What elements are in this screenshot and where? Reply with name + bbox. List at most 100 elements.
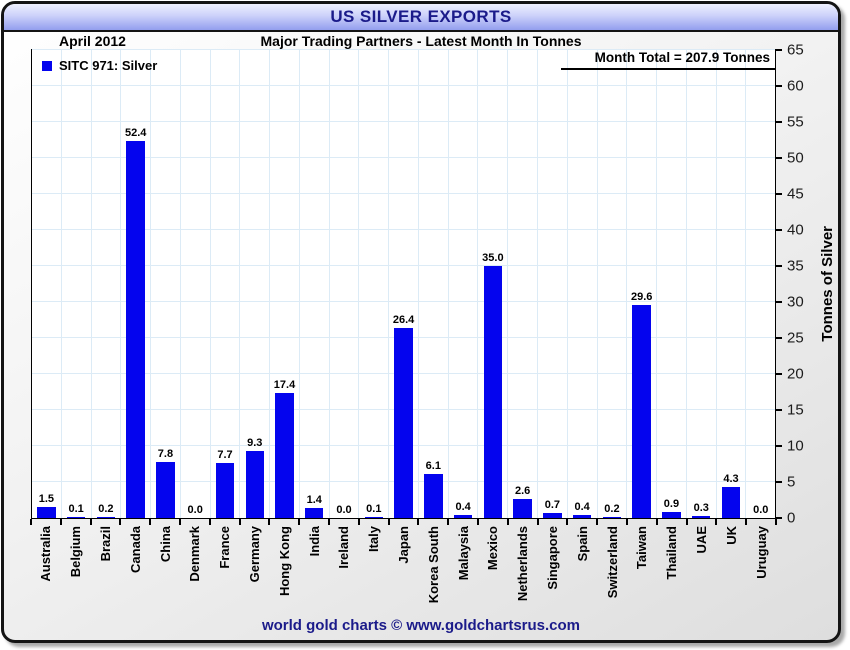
x-tick-label: Ireland <box>336 526 352 569</box>
x-tick-label: Belgium <box>68 526 84 578</box>
bar-canada <box>126 140 145 518</box>
x-tick-label: Japan <box>395 526 411 564</box>
x-tick-label: Denmark <box>187 526 203 582</box>
legend-label: SITC 971: Silver <box>59 58 158 73</box>
chart-title: US SILVER EXPORTS <box>330 7 512 26</box>
x-tick-label: Hong Kong <box>276 526 292 597</box>
x-tick-label: Switzerland <box>604 526 620 599</box>
x-tick-mark <box>357 519 360 525</box>
bar-value-label: 7.8 <box>157 447 174 460</box>
bar-slot: 0.0 <box>746 50 775 518</box>
x-label-cell: Spain <box>567 526 597 561</box>
x-tick-mark <box>328 519 330 525</box>
bar-slot: 1.5 <box>32 50 62 518</box>
y-tick-label: 25 <box>787 329 804 347</box>
month-total-annotation: Month Total = 207.9 Tonnes <box>561 50 775 70</box>
y-tick-mark <box>776 409 782 411</box>
x-tick-mark <box>745 519 748 525</box>
x-tick-label: France <box>217 526 233 569</box>
bar-slot: 0.0 <box>181 50 211 518</box>
bar-slot: 0.1 <box>359 50 390 518</box>
bar-value-label: 9.3 <box>247 437 263 450</box>
y-tick-label: 5 <box>787 473 796 491</box>
chart-subtitle: Major Trading Partners - Latest Month In… <box>260 33 582 49</box>
y-tick-label: 35 <box>787 257 804 275</box>
bar-slot: 0.1 <box>62 50 92 518</box>
x-tick-label: Malaysia <box>455 526 471 581</box>
bar-slot: 4.3 <box>717 50 747 518</box>
x-tick-label: UAE <box>693 526 709 554</box>
y-tick-label: 0 <box>787 509 796 527</box>
x-label-cell: Hong Kong <box>269 526 299 596</box>
bar-slot: 7.8 <box>151 50 181 518</box>
x-label-cell: Taiwan <box>627 526 657 569</box>
gridline <box>32 85 775 86</box>
y-tick-label: 20 <box>787 365 804 383</box>
y-tick-mark <box>776 481 782 483</box>
bar-value-label: 26.4 <box>392 313 415 326</box>
bar-singapore <box>543 512 562 518</box>
x-tick-mark <box>387 519 390 525</box>
bar-slot: 2.6 <box>508 50 539 518</box>
y-tick-mark <box>776 301 782 303</box>
bar-slot: 7.7 <box>211 50 241 518</box>
chart-window: US SILVER EXPORTS April 2012 Major Tradi… <box>1 1 841 643</box>
gridline <box>32 157 775 158</box>
x-label-cell: Denmark <box>180 526 210 582</box>
x-tick-label: Brazil <box>97 526 113 562</box>
bar-value-label: 0.2 <box>98 502 114 515</box>
y-tick-mark <box>776 85 782 87</box>
bar-uae <box>692 515 711 518</box>
x-axis-ticks <box>30 519 777 525</box>
y-tick-mark <box>776 49 782 51</box>
x-tick-mark <box>447 519 450 525</box>
x-tick-mark <box>655 519 658 525</box>
bar-slot: 0.4 <box>568 50 598 518</box>
footer-credit: world gold charts © www.goldchartsrus.co… <box>261 617 581 634</box>
bar-value-label: 0.0 <box>753 504 769 516</box>
bar-value-label: 1.4 <box>306 493 322 506</box>
y-tick-mark <box>776 121 782 123</box>
x-tick-label: Taiwan <box>634 526 650 570</box>
plot-area: 1.5 0.1 0.2 52.4 7.8 0.0 7.7 9.3 17.4 1.4 0.0 0.1 26… <box>31 49 776 519</box>
y-tick-mark <box>776 373 782 375</box>
x-label-cell: UK <box>716 526 746 545</box>
bar-value-label: 0.2 <box>604 502 620 515</box>
bar-slot: 35.0 <box>478 50 509 518</box>
bar-france <box>215 462 235 518</box>
x-tick-label: Singapore <box>544 526 560 590</box>
bar-taiwan <box>632 304 651 518</box>
bar-malaysia <box>453 515 473 518</box>
bar-china <box>156 461 175 518</box>
x-label-cell: Brazil <box>91 526 121 561</box>
bar-india <box>305 507 324 518</box>
x-axis-labels: Australia Belgium Brazil Canada China Denmark… <box>31 526 776 618</box>
x-tick-mark <box>775 519 777 525</box>
x-tick-mark <box>417 519 420 525</box>
x-tick-mark <box>179 519 181 525</box>
x-label-cell: UAE <box>687 526 717 553</box>
x-tick-mark <box>59 519 62 525</box>
bar-australia <box>37 507 56 518</box>
bar-value-label: 0.1 <box>68 502 84 515</box>
x-label-cell: Japan <box>389 526 419 564</box>
x-label-cell: Mexico <box>478 526 508 570</box>
bar-value-label: 6.1 <box>425 460 441 473</box>
y-tick-mark <box>776 337 782 339</box>
bar-slot: 0.9 <box>657 50 687 518</box>
x-tick-mark <box>506 519 509 525</box>
y-axis-title: Tonnes of Silver <box>819 226 836 342</box>
gridline <box>32 301 775 302</box>
x-tick-label: China <box>157 526 173 563</box>
gridline <box>32 229 775 230</box>
bar-series: 1.5 0.1 0.2 52.4 7.8 0.0 7.7 9.3 17.4 1.4 0.0 0.1 26… <box>32 50 775 518</box>
y-tick-label: 10 <box>787 437 804 455</box>
gridline <box>32 193 775 194</box>
bar-mexico <box>483 266 503 518</box>
bar-value-label: 17.4 <box>273 378 296 391</box>
x-label-cell: India <box>299 526 329 556</box>
y-tick-mark <box>776 157 782 159</box>
x-tick-mark <box>566 519 569 525</box>
bar-slot: 52.4 <box>121 50 152 518</box>
y-axis: 0 5 10 15 20 25 30 35 40 45 50 55 60 65 <box>776 42 838 527</box>
